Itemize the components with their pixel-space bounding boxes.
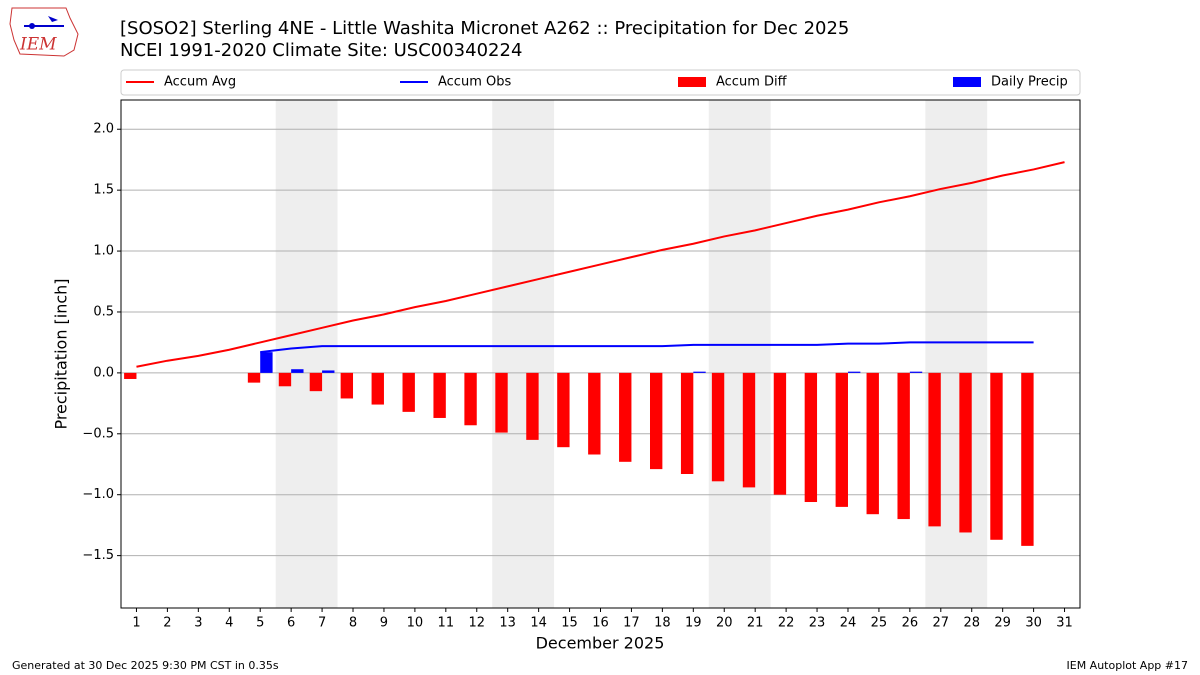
y-tick-label: −1.0 (82, 487, 114, 502)
bar (278, 372, 292, 387)
x-tick-label: 28 (963, 616, 980, 631)
x-tick-label: 9 (380, 616, 388, 631)
bar (773, 372, 787, 495)
bar (866, 372, 879, 515)
footer-left: Generated at 30 Dec 2025 9:30 PM CST in … (12, 659, 279, 672)
y-tick-label: −1.5 (82, 548, 114, 563)
bar (495, 372, 508, 433)
bar (433, 372, 446, 418)
bar (847, 371, 861, 373)
legend-label: Accum Obs (438, 75, 511, 90)
x-tick-label: 15 (561, 616, 578, 631)
x-tick-label: 22 (778, 616, 795, 631)
bar (909, 371, 923, 373)
bar (371, 372, 384, 405)
x-tick-label: 1 (132, 616, 140, 631)
x-tick-label: 21 (747, 616, 764, 631)
logo: IEM (9, 7, 79, 57)
bar (247, 372, 261, 383)
y-tick-label: 1.0 (93, 244, 114, 259)
x-tick-label: 2 (163, 616, 171, 631)
bar (526, 372, 539, 440)
plot-frame (120, 99, 1081, 609)
bar (291, 369, 304, 373)
weekend-band (925, 100, 988, 608)
y-tick-label: 2.0 (93, 122, 114, 137)
x-tick-label: 27 (933, 616, 950, 631)
bar (124, 372, 137, 379)
line (260, 341, 1034, 354)
bar (340, 372, 354, 399)
x-tick-label: 19 (685, 616, 702, 631)
x-tick-label: 13 (499, 616, 516, 631)
bar (260, 352, 273, 373)
x-tick-label: 3 (194, 616, 202, 631)
y-tick-label: 0.0 (93, 365, 114, 380)
x-tick-label: 20 (716, 616, 733, 631)
bar (711, 372, 725, 482)
x-tick-label: 8 (349, 616, 357, 631)
y-axis-label: Precipitation [inch] (52, 278, 71, 429)
legend-frame (120, 69, 1081, 96)
bar (742, 372, 756, 488)
bar (309, 372, 323, 392)
legend-swatch (953, 77, 981, 87)
x-tick-label: 12 (468, 616, 485, 631)
x-tick-label: 17 (623, 616, 640, 631)
x-tick-label: 26 (902, 616, 919, 631)
bar (897, 372, 910, 520)
x-tick-label: 14 (530, 616, 547, 631)
bar (928, 372, 941, 527)
legend-swatch (678, 77, 706, 87)
chart-subtitle: NCEI 1991-2020 Climate Site: USC00340224 (120, 40, 522, 61)
x-tick-label: 29 (994, 616, 1011, 631)
bar (464, 372, 477, 426)
x-tick-label: 10 (407, 616, 424, 631)
bar (402, 372, 415, 412)
bar (680, 372, 694, 474)
bar (804, 372, 818, 503)
bar (588, 372, 601, 455)
y-tick-label: 1.5 (93, 183, 114, 198)
bar (649, 372, 663, 470)
bar (619, 372, 632, 462)
x-tick-label: 30 (1025, 616, 1042, 631)
legend-label: Accum Avg (164, 75, 236, 90)
y-tick-label: −0.5 (82, 426, 114, 441)
legend-label: Daily Precip (991, 75, 1068, 90)
logo-text: IEM (19, 35, 57, 55)
x-tick-label: 4 (225, 616, 233, 631)
bar (990, 372, 1003, 540)
bar (693, 371, 706, 373)
x-tick-label: 23 (809, 616, 826, 631)
x-tick-label: 18 (654, 616, 671, 631)
x-tick-label: 5 (256, 616, 264, 631)
x-tick-label: 16 (592, 616, 609, 631)
footer-right: IEM Autoplot App #17 (1067, 659, 1189, 672)
x-axis-label: December 2025 (536, 634, 665, 653)
x-tick-label: 31 (1056, 616, 1073, 631)
bar (1021, 372, 1034, 546)
line (136, 161, 1065, 368)
weekend-band (275, 100, 338, 608)
x-tick-label: 24 (840, 616, 857, 631)
x-tick-label: 6 (287, 616, 295, 631)
x-tick-label: 11 (438, 616, 455, 631)
bar (835, 372, 848, 507)
bar (322, 370, 335, 373)
chart-title: [SOSO2] Sterling 4NE - Little Washita Mi… (120, 18, 849, 39)
legend-label: Accum Diff (716, 75, 788, 90)
x-tick-label: 25 (871, 616, 888, 631)
x-tick-label: 7 (318, 616, 326, 631)
bar (557, 372, 570, 448)
y-tick-label: 0.5 (93, 304, 114, 319)
weekend-band (492, 100, 555, 608)
weekend-band (708, 100, 771, 608)
bar (959, 372, 972, 533)
